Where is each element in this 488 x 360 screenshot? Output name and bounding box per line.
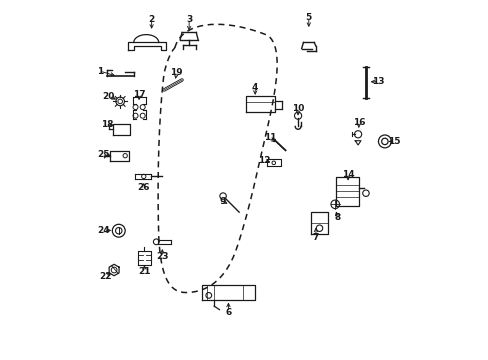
Text: 15: 15	[387, 137, 400, 146]
Text: 24: 24	[97, 225, 109, 234]
Text: 20: 20	[102, 91, 115, 100]
Text: 22: 22	[99, 272, 111, 281]
Text: 13: 13	[371, 77, 384, 86]
Text: 16: 16	[352, 118, 365, 127]
Text: 3: 3	[185, 15, 192, 24]
Text: 1: 1	[97, 67, 103, 76]
Text: 5: 5	[305, 13, 311, 22]
Text: 11: 11	[264, 133, 276, 142]
Text: 23: 23	[156, 252, 168, 261]
Text: 4: 4	[251, 83, 258, 92]
Text: 2: 2	[148, 15, 154, 24]
Text: 21: 21	[138, 267, 150, 276]
Text: 17: 17	[133, 90, 145, 99]
Text: 10: 10	[291, 104, 304, 113]
Text: 14: 14	[341, 170, 354, 179]
Text: 12: 12	[258, 156, 270, 165]
Text: 7: 7	[312, 233, 319, 242]
Text: 8: 8	[334, 213, 340, 222]
Text: 6: 6	[225, 308, 231, 317]
Text: 18: 18	[101, 120, 113, 129]
Text: 19: 19	[170, 68, 183, 77]
Text: 9: 9	[220, 197, 226, 206]
Text: 25: 25	[97, 150, 109, 159]
Text: 26: 26	[137, 183, 150, 192]
